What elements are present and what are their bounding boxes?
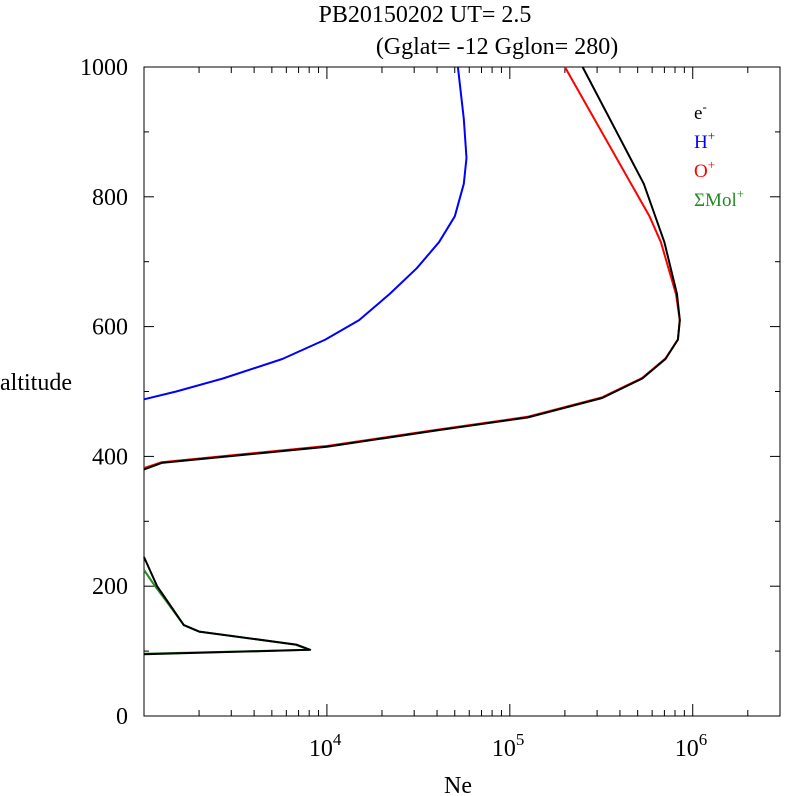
y-tick-label: 400 bbox=[92, 444, 128, 470]
x-tick-label: 106 bbox=[675, 730, 708, 762]
axis-ticks bbox=[143, 66, 781, 717]
x-axis-label: Ne bbox=[444, 773, 472, 796]
chart-title: PB20150202 UT= 2.5 bbox=[319, 2, 532, 28]
x-tick-labels: 104 105 106 bbox=[309, 730, 707, 762]
legend: e- H+ O+ ΣMol+ bbox=[694, 99, 744, 211]
y-tick-label: 800 bbox=[92, 185, 128, 211]
chart-subtitle: (Gglat= -12 Gglon= 280) bbox=[376, 34, 618, 60]
x-tick-label: 105 bbox=[492, 730, 524, 762]
plot-lines bbox=[143, 66, 681, 656]
legend-entry: e- bbox=[694, 99, 707, 124]
legend-entry: ΣMol+ bbox=[694, 186, 744, 211]
series-line bbox=[143, 569, 311, 655]
y-tick-label: 600 bbox=[92, 315, 128, 341]
legend-entry: H+ bbox=[694, 128, 715, 153]
series-line bbox=[143, 66, 681, 470]
y-axis-label: altitude bbox=[0, 370, 72, 396]
y-tick-label: 200 bbox=[92, 574, 128, 600]
series-line bbox=[143, 66, 468, 401]
x-tick-label: 104 bbox=[309, 730, 342, 762]
y-tick-label: 1000 bbox=[80, 55, 128, 81]
y-tick-label: 0 bbox=[116, 704, 128, 730]
y-tick-labels: 0 200 400 600 800 1000 bbox=[80, 55, 128, 730]
series-line bbox=[143, 66, 681, 471]
series-line bbox=[143, 556, 312, 656]
legend-entry: O+ bbox=[694, 157, 715, 182]
plot-frame bbox=[143, 66, 781, 717]
